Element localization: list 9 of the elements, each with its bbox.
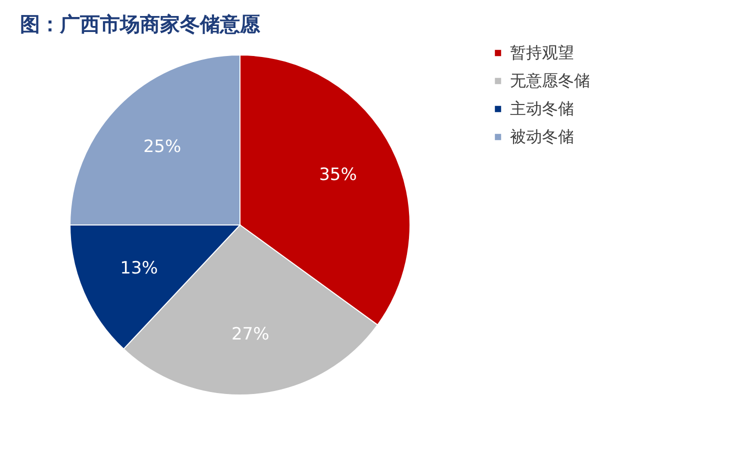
data-label: 25% [143, 137, 182, 158]
legend-label: 主动冬储 [510, 99, 574, 118]
chart-title: 图：广西市场商家冬储意愿 [20, 12, 261, 36]
legend-label: 无意愿冬储 [510, 71, 590, 90]
data-label: 13% [120, 258, 158, 279]
data-label: 27% [231, 324, 270, 345]
legend-label: 被动冬储 [510, 127, 574, 146]
legend-label: 暂持观望 [510, 43, 574, 62]
data-label: 35% [319, 165, 357, 186]
